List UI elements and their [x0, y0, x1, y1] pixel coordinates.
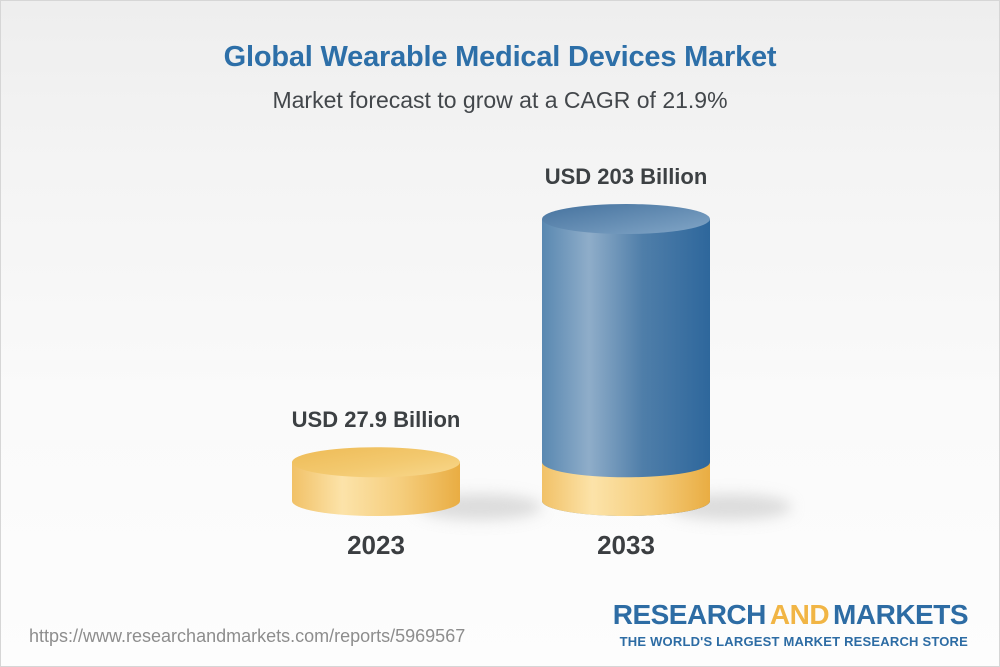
- logo-wordmark: RESEARCH AND MARKETS: [612, 599, 969, 631]
- bar-value-label-0: USD 27.9 Billion: [291, 407, 461, 432]
- chart-subtitle: Market forecast to grow at a CAGR of 21.…: [272, 87, 728, 113]
- bar-category-label-0: 2023: [347, 530, 405, 560]
- report-url-text: https://www.researchandmarkets.com/repor…: [29, 626, 466, 646]
- logo-tagline: THE WORLD'S LARGEST MARKET RESEARCH STOR…: [619, 633, 968, 649]
- cylinder-top-2023: [292, 447, 460, 478]
- bar-category-label-1: 2033: [597, 530, 655, 560]
- logo-word-research: RESEARCH: [612, 599, 767, 630]
- logo-word-markets: MARKETS: [833, 599, 968, 630]
- cylinder-body-2023: [292, 462, 460, 516]
- research-and-markets-logo: RESEARCH AND MARKETS THE WORLD'S LARGEST M…: [612, 599, 969, 649]
- logo-word-and: AND: [769, 599, 830, 630]
- cylinder-body-2033: [542, 219, 710, 516]
- chart-title: Global Wearable Medical Devices Market: [223, 41, 777, 73]
- bar-value-label-1: USD 203 Billion: [544, 164, 708, 189]
- cylinder-base-overlay-2033: [542, 462, 710, 516]
- cylinder-top-2033: [542, 204, 710, 234]
